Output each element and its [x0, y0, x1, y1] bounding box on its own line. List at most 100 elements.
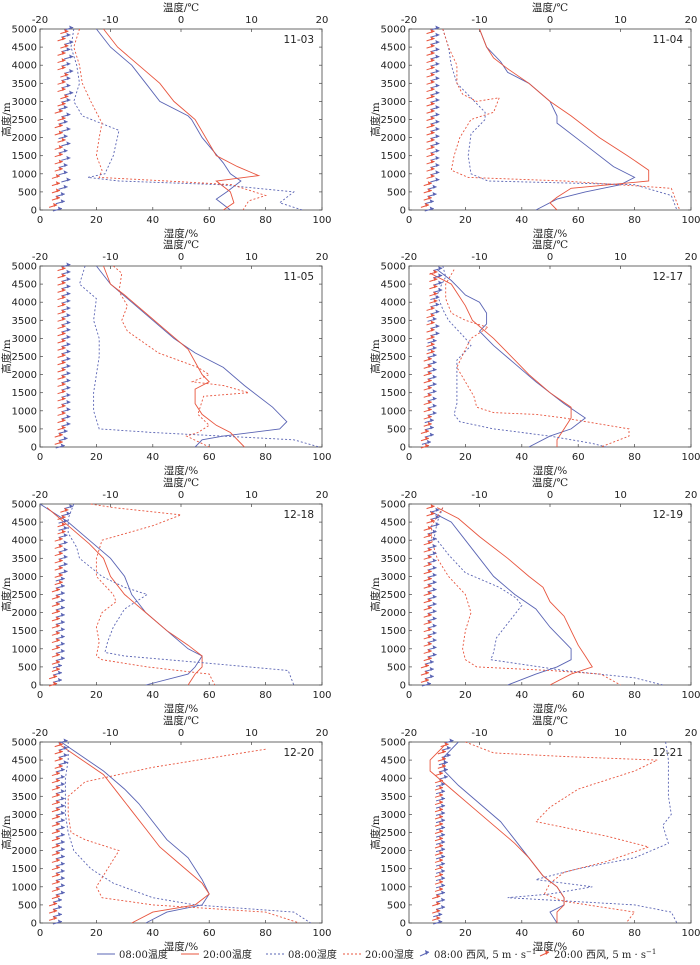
x-top-axis-label: 温度/℃	[532, 476, 569, 489]
wind-barb-head	[66, 400, 71, 405]
wind-barb-head	[63, 134, 68, 139]
wind-barb-head	[435, 134, 440, 139]
wind-barb	[54, 551, 63, 557]
wind-barb-head	[443, 774, 448, 779]
wind-barb	[426, 108, 435, 114]
wind-barb	[51, 645, 61, 651]
wind-barb	[426, 137, 435, 143]
x-bottom-tick-label: 80	[628, 215, 641, 226]
x-bottom-tick-label: 20	[459, 452, 472, 463]
y-tick-label: 1000	[12, 169, 37, 180]
wind-barb-head	[436, 901, 441, 906]
wind-barb	[424, 206, 434, 212]
wind-barb-head	[66, 313, 71, 318]
wind-barb-head	[430, 152, 435, 157]
wind-barb	[423, 569, 432, 575]
wind-barb-head	[430, 173, 435, 178]
wind-barb	[48, 674, 58, 680]
wind-barb-head	[438, 273, 443, 278]
wind-barb-head	[60, 854, 65, 859]
wind-barb	[426, 327, 435, 333]
wind-barb	[58, 119, 68, 125]
x-top-tick-label: 0	[547, 15, 553, 26]
wind-barb-head	[60, 612, 65, 617]
y-tick-label: 4000	[381, 298, 406, 309]
wind-barb-head	[69, 504, 74, 509]
wind-barb	[51, 872, 61, 878]
wind-barb-head	[430, 334, 435, 339]
wind-barb-head	[69, 25, 74, 30]
wind-barb	[427, 609, 437, 615]
wind-barb-head	[61, 360, 66, 365]
wind-barb-head	[435, 90, 440, 95]
wind-barb	[424, 667, 434, 673]
wind-barb-head	[60, 443, 65, 448]
y-tick-label: 0	[400, 443, 406, 454]
wind-barb-head	[61, 280, 66, 285]
wind-barb-head	[66, 262, 71, 267]
wind-barb	[55, 641, 65, 647]
y-tick-label: 0	[400, 919, 406, 930]
wind-barb	[423, 583, 432, 589]
wind-barb-head	[435, 97, 440, 102]
wind-barb-head	[53, 915, 58, 920]
wind-barb	[61, 511, 71, 517]
wind-barb	[427, 192, 437, 198]
wind-barb	[61, 342, 71, 348]
wind-barb-head	[63, 148, 68, 153]
wind-barb	[430, 324, 440, 330]
wind-barb-head	[61, 522, 66, 527]
panel-date-label: 12-20	[283, 747, 314, 759]
series-line	[60, 741, 210, 924]
wind-barb	[61, 385, 71, 391]
wind-barb-head	[435, 105, 440, 110]
y-tick-label: 1000	[12, 882, 37, 893]
wind-barb	[435, 796, 446, 802]
y-tick-label: 3000	[381, 572, 406, 583]
wind-barb-head	[435, 170, 440, 175]
wind-barb-head	[55, 879, 60, 884]
wind-barb	[55, 443, 65, 449]
wind-barb	[423, 533, 432, 539]
wind-barb-head	[53, 202, 58, 207]
y-tick-label: 3500	[12, 79, 37, 90]
wind-barb-head	[432, 601, 437, 606]
plot-frame	[39, 503, 323, 686]
wind-barb	[61, 126, 71, 132]
wind-barb-head	[60, 767, 65, 772]
x-bottom-tick-label: 20	[90, 928, 103, 939]
x-bottom-axis-label: 湿度/%	[164, 464, 199, 477]
x-top-axis-label: 温度/℃	[163, 476, 200, 489]
wind-barb-head	[58, 432, 63, 437]
wind-barb-head	[432, 609, 437, 614]
wind-barb	[423, 641, 432, 647]
wind-barb-head	[430, 87, 435, 92]
wind-barb-head	[438, 919, 443, 924]
wind-barb-head	[430, 58, 435, 63]
x-top-tick-label: -20	[401, 490, 417, 501]
wind-barb	[430, 134, 440, 140]
wind-barb	[60, 43, 69, 49]
y-tick-label: 2000	[381, 370, 406, 381]
wind-barb-head	[58, 551, 63, 556]
wind-barb	[434, 807, 444, 813]
wind-barb-head	[60, 583, 65, 588]
wind-barb-head	[61, 396, 66, 401]
wind-barb-head	[433, 298, 438, 303]
wind-barb	[430, 39, 440, 45]
wind-barb-head	[66, 112, 71, 117]
series-line	[103, 265, 245, 448]
wind-barb	[57, 367, 66, 373]
wind-barb-head	[63, 738, 68, 743]
wind-barb-head	[439, 778, 444, 783]
wind-barb-head	[432, 565, 437, 570]
wind-barb	[427, 551, 437, 557]
wind-barb-head	[439, 886, 444, 891]
wind-barb	[52, 206, 63, 212]
wind-barb-head	[435, 302, 440, 307]
wind-barb	[60, 72, 69, 78]
x-top-axis-label: 温度/℃	[532, 714, 569, 727]
wind-barb-head	[66, 32, 71, 37]
wind-barb-head	[61, 514, 66, 519]
wind-barb	[434, 792, 444, 798]
